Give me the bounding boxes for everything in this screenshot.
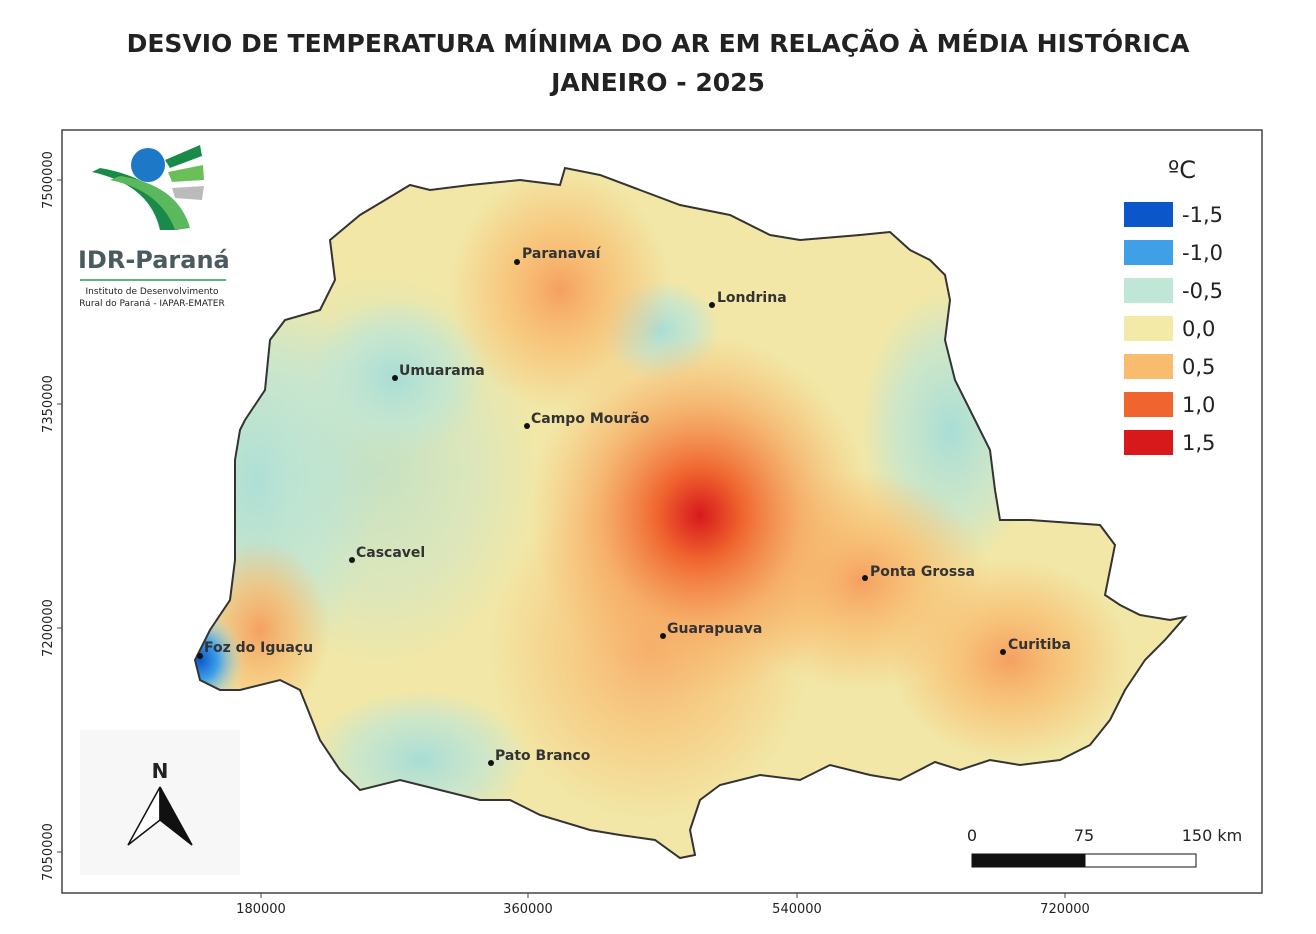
cities: Paranavaí Londrina Umuarama Campo Mourão… (197, 246, 1071, 766)
city-label: Ponta Grossa (870, 564, 975, 580)
scale-bar: 0 75 150 km (967, 826, 1242, 868)
x-tick-label: 540000 (772, 902, 822, 917)
city-label: Curitiba (1008, 637, 1071, 653)
title: DESVIO DE TEMPERATURA MÍNIMA DO AR EM RE… (127, 28, 1191, 97)
x-tick-label: 720000 (1040, 902, 1090, 917)
legend-swatch (1124, 202, 1173, 227)
logo-subtitle: Rural do Paraná - IAPAR-EMATER (79, 299, 224, 309)
y-tick-label: 7500000 (41, 151, 56, 209)
legend-label: -0,5 (1182, 279, 1223, 303)
axes: 180000 360000 540000 720000 7500000 7350000 72… (41, 151, 1090, 917)
x-tick-label: 360000 (503, 902, 553, 917)
logo: IDR-Paraná Instituto de Desenvolvimento … (78, 145, 230, 309)
legend-label: 0,5 (1182, 355, 1215, 379)
title-line: JANEIRO - 2025 (549, 68, 765, 97)
legend-unit: ºC (1168, 156, 1196, 184)
legend-label: 1,0 (1182, 393, 1215, 417)
legend-swatch (1124, 240, 1173, 265)
legend: ºC -1,5 -1,0 -0,5 0,0 0,5 1,0 1,5 (1124, 156, 1223, 455)
north-arrow: N (80, 730, 240, 875)
city-label: Pato Branco (495, 748, 591, 764)
legend-swatch (1124, 392, 1173, 417)
scale-label: 0 (967, 826, 977, 845)
city-label: Guarapuava (667, 621, 762, 637)
legend-label: 0,0 (1182, 317, 1215, 341)
logo-subtitle: Instituto de Desenvolvimento (86, 287, 219, 297)
legend-swatch (1124, 430, 1173, 455)
x-tick-label: 180000 (236, 902, 286, 917)
y-tick-label: 7200000 (41, 599, 56, 657)
legend-label: -1,5 (1182, 203, 1223, 227)
scale-label: 75 (1074, 826, 1094, 845)
city-label: Campo Mourão (531, 411, 650, 427)
legend-swatch (1124, 316, 1173, 341)
logo-name: IDR-Paraná (78, 246, 230, 274)
city-label: Foz do Iguaçu (204, 640, 313, 656)
legend-label: 1,5 (1182, 431, 1215, 455)
y-tick-label: 7350000 (41, 375, 56, 433)
city-label: Londrina (717, 290, 787, 306)
north-label: N (152, 759, 169, 783)
scale-label: 150 km (1182, 826, 1242, 845)
title-line: DESVIO DE TEMPERATURA MÍNIMA DO AR EM RE… (127, 28, 1191, 58)
city-label: Umuarama (399, 363, 485, 379)
y-tick-label: 7050000 (41, 823, 56, 881)
legend-swatch (1124, 278, 1173, 303)
city-label: Cascavel (356, 545, 425, 561)
legend-swatch (1124, 354, 1173, 379)
city-label: Paranavaí (522, 246, 602, 262)
legend-label: -1,0 (1182, 241, 1223, 265)
